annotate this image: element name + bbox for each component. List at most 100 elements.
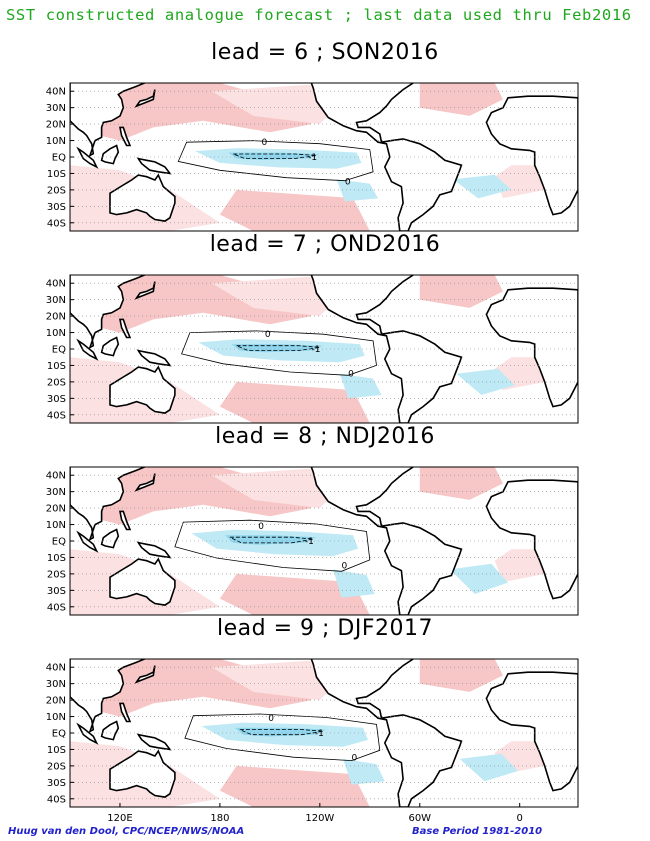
contour-label-zero: 0 [265, 330, 271, 340]
warm-anomaly-region [219, 381, 370, 423]
coast-americas [310, 83, 463, 231]
panel-title-3: lead = 8 ; NDJ2016 [215, 424, 435, 449]
contour-label-minus-one: -1 [315, 729, 324, 739]
coast-americas [310, 467, 463, 615]
contour-label-zero: 0 [258, 522, 264, 532]
contour-label-minus-one: -1 [312, 345, 321, 355]
page-header: SST constructed analogue forecast ; last… [6, 6, 632, 24]
coast-newguinea [136, 733, 172, 751]
coast-borneo [100, 720, 120, 741]
lat-label: 20N [46, 696, 66, 707]
coast-japan [134, 89, 156, 108]
lat-label: 30N [46, 487, 66, 498]
lat-label: 10S [47, 169, 66, 180]
cool-anomaly-region [343, 758, 385, 785]
coast-newguinea [136, 349, 172, 367]
warm-anomaly-region [211, 83, 345, 125]
coast-asia [70, 83, 147, 158]
lat-label: 40N [46, 279, 66, 290]
lat-label: 40S [47, 794, 66, 805]
warm-anomaly-region [211, 467, 345, 509]
lat-label: 30S [47, 778, 66, 789]
minus-one-contour [236, 345, 320, 351]
coast-americas [310, 659, 463, 807]
lat-label: EQ [52, 537, 66, 548]
warm-anomaly-region [219, 765, 370, 807]
coast-madagascar [0, 561, 3, 582]
lat-label: 10N [46, 136, 66, 147]
lat-label: 40N [46, 471, 66, 482]
coast-sumatra [76, 722, 99, 745]
lat-label: EQ [52, 345, 66, 356]
coast-borneo [100, 336, 120, 357]
cool-anomaly-region [453, 174, 512, 199]
lat-label: 30N [46, 103, 66, 114]
footer-credit: Huug van den Dool, CPC/NCEP/NWS/NOAA [8, 826, 245, 837]
coast-borneo [100, 144, 120, 165]
lat-label: 40S [47, 410, 66, 421]
lon-label: 120E [107, 813, 132, 824]
coast-madagascar [0, 753, 3, 774]
zero-contour [184, 713, 381, 762]
coast-australia [109, 365, 176, 414]
coast-madagascar [0, 177, 3, 198]
cool-anomaly-region [456, 368, 515, 395]
coast-newguinea [136, 157, 172, 175]
cool-anomaly-region [459, 753, 518, 782]
cool-anomaly-region [339, 373, 382, 399]
lat-label: 20N [46, 504, 66, 515]
lon-label: 120W [305, 813, 334, 824]
coast-madagascar [0, 369, 3, 390]
lat-label: 20S [47, 185, 66, 196]
contour-label-zero: 0 [351, 754, 357, 764]
sst-map-panel-2: 0 -1 0 40N 30N 20N 10N EQ 10S 20S 30S 40S [0, 274, 579, 424]
contour-label-zero: 0 [348, 370, 354, 380]
contour-label-zero: 0 [262, 138, 268, 148]
coast-japan [134, 473, 156, 492]
lat-label: 10S [47, 361, 66, 372]
lat-label: 10N [46, 712, 66, 723]
lat-label: 40S [47, 218, 66, 229]
lat-label: 30S [47, 202, 66, 213]
contour-label-zero: 0 [268, 714, 274, 724]
coast-australia [109, 749, 176, 798]
cool-anomaly-region [449, 563, 508, 594]
coast-borneo [100, 528, 120, 549]
lat-label: 10N [46, 520, 66, 531]
lat-label: 40S [47, 602, 66, 613]
warm-anomaly-region [211, 275, 345, 317]
lat-label: 10S [47, 553, 66, 564]
lon-label: 0 [517, 813, 523, 824]
coast-sumatra [76, 530, 99, 553]
coast-australia [109, 557, 176, 606]
coast-sumatra [76, 146, 99, 169]
warm-anomaly-region [219, 573, 370, 615]
lat-label: 30N [46, 679, 66, 690]
coast-newguinea [136, 541, 172, 559]
coast-asia [70, 659, 147, 734]
minus-one-contour [233, 153, 317, 159]
contour-label-minus-one: -1 [305, 537, 314, 547]
coast-africa-europe [485, 671, 578, 792]
lon-label: 60W [408, 813, 431, 824]
warm-anomaly-region [219, 189, 370, 231]
panel-title-4: lead = 9 ; DJF2017 [217, 616, 433, 641]
coast-australia [109, 173, 176, 222]
lat-label: 10S [47, 745, 66, 756]
coast-philippines [119, 126, 132, 147]
coast-sumatra [76, 338, 99, 361]
coast-philippines [119, 702, 132, 723]
coast-africa-europe [485, 287, 578, 408]
footer-base-period: Base Period 1981-2010 [412, 826, 543, 837]
lat-label: EQ [52, 729, 66, 740]
coast-asia [70, 467, 147, 542]
lat-label: 20N [46, 120, 66, 131]
zero-contour [177, 140, 374, 182]
zero-contour [174, 519, 371, 572]
lat-label: 40N [46, 87, 66, 98]
coast-philippines [119, 318, 132, 339]
lat-label: 30S [47, 586, 66, 597]
warm-anomaly-region [494, 549, 545, 583]
coast-japan [134, 281, 156, 300]
cool-anomaly-region [333, 569, 375, 598]
